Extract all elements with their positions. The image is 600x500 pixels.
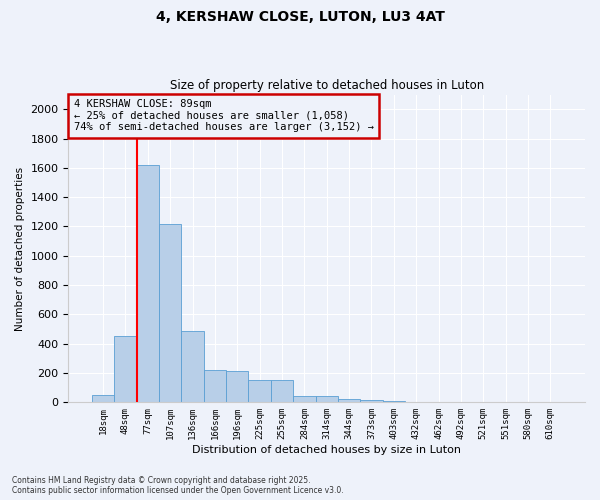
Bar [137,165,159,402]
Y-axis label: Number of detached properties: Number of detached properties [15,166,25,330]
Bar [114,336,137,402]
X-axis label: Distribution of detached houses by size in Luton: Distribution of detached houses by size … [192,445,461,455]
Bar [226,371,248,402]
Bar [181,330,204,402]
Bar [204,370,226,402]
Bar [383,401,405,402]
Text: 4, KERSHAW CLOSE, LUTON, LU3 4AT: 4, KERSHAW CLOSE, LUTON, LU3 4AT [155,10,445,24]
Bar [338,398,360,402]
Text: Contains HM Land Registry data © Crown copyright and database right 2025.
Contai: Contains HM Land Registry data © Crown c… [12,476,344,495]
Text: 4 KERSHAW CLOSE: 89sqm
← 25% of detached houses are smaller (1,058)
74% of semi-: 4 KERSHAW CLOSE: 89sqm ← 25% of detached… [74,99,374,132]
Bar [248,380,271,402]
Bar [293,396,316,402]
Bar [92,395,114,402]
Bar [159,224,181,402]
Bar [360,400,383,402]
Title: Size of property relative to detached houses in Luton: Size of property relative to detached ho… [170,79,484,92]
Bar [316,396,338,402]
Bar [271,380,293,402]
